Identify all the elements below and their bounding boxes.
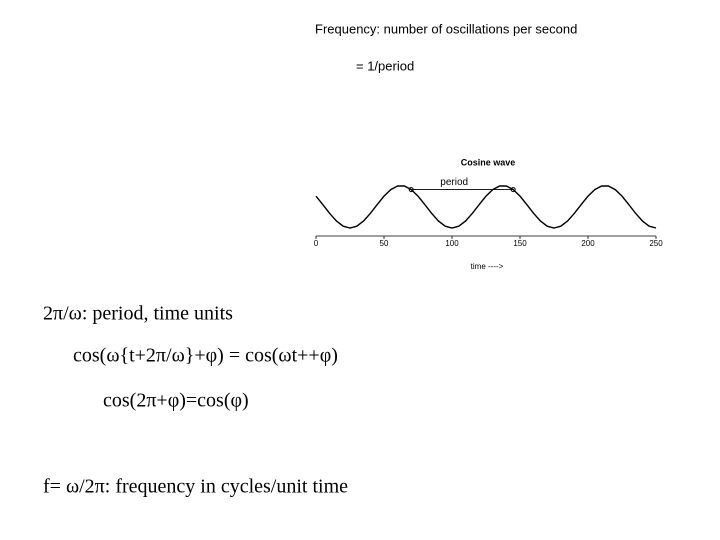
x-tick-label: 0 bbox=[314, 239, 319, 248]
slide-line: 2π/ω: period, time units bbox=[43, 303, 233, 325]
x-tick-label: 100 bbox=[445, 239, 459, 248]
slide-subheading: = 1/period bbox=[356, 58, 414, 73]
slide-heading: Frequency: number of oscillations per se… bbox=[315, 21, 577, 36]
chart-title: Cosine wave bbox=[461, 157, 516, 167]
slide-line: cos(2π+φ)=cos(φ) bbox=[103, 390, 249, 412]
slide-line: f= ω/2π: frequency in cycles/unit time bbox=[43, 476, 348, 498]
period-point bbox=[408, 187, 414, 193]
cosine-line bbox=[315, 185, 657, 229]
annotation-text: period bbox=[440, 177, 468, 188]
slide-line: cos(ω{t+2π/ω}+φ) = cos(ωt++φ) bbox=[73, 345, 338, 367]
x-tick-label: 250 bbox=[649, 239, 663, 248]
x-tick-label: 200 bbox=[581, 239, 595, 248]
period-point bbox=[510, 187, 516, 193]
x-axis-label: time ----> bbox=[471, 262, 504, 271]
x-tick-label: 50 bbox=[380, 239, 389, 248]
x-tick-label: 150 bbox=[513, 239, 527, 248]
